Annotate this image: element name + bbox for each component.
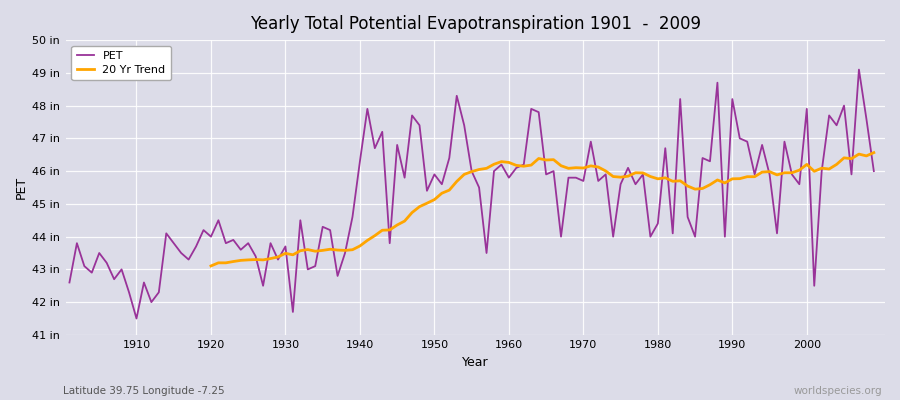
Line: PET: PET: [69, 70, 874, 318]
PET: [339, 251, 350, 256]
20 Yr Trend: [868, 150, 879, 155]
20 Yr Trend: [295, 248, 306, 253]
PET: [503, 175, 514, 180]
Line: 20 Yr Trend: 20 Yr Trend: [211, 153, 874, 266]
Text: Latitude 39.75 Longitude -7.25: Latitude 39.75 Longitude -7.25: [63, 386, 225, 396]
Legend: PET, 20 Yr Trend: PET, 20 Yr Trend: [71, 46, 171, 80]
PET: [123, 290, 134, 295]
PET: [868, 169, 879, 174]
20 Yr Trend: [667, 179, 678, 184]
Y-axis label: PET: PET: [15, 176, 28, 199]
PET: [511, 166, 522, 170]
PET: [853, 67, 864, 72]
20 Yr Trend: [771, 172, 782, 177]
20 Yr Trend: [757, 170, 768, 174]
Text: worldspecies.org: worldspecies.org: [794, 386, 882, 396]
PET: [295, 218, 306, 223]
20 Yr Trend: [205, 264, 216, 268]
PET: [64, 280, 75, 285]
Title: Yearly Total Potential Evapotranspiration 1901  -  2009: Yearly Total Potential Evapotranspiratio…: [250, 15, 701, 33]
PET: [131, 316, 142, 321]
PET: [600, 172, 611, 177]
X-axis label: Year: Year: [462, 356, 489, 369]
20 Yr Trend: [839, 156, 850, 160]
20 Yr Trend: [407, 210, 418, 215]
